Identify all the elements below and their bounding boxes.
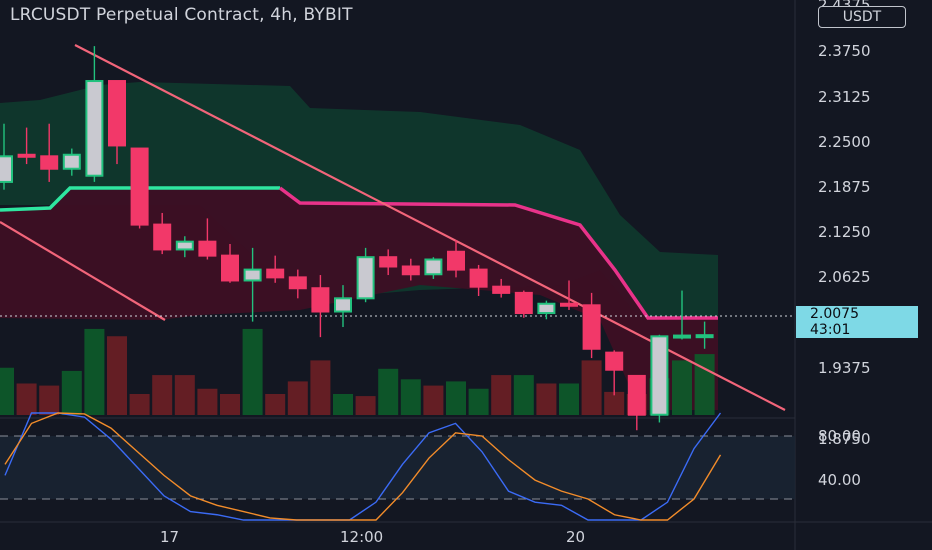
volume-bar <box>287 381 308 415</box>
oscillator-band <box>0 436 795 499</box>
candle-body <box>379 256 398 268</box>
volume-bar <box>152 375 173 415</box>
candle-body <box>17 153 36 158</box>
candle-body <box>288 276 307 290</box>
candle-body <box>85 80 104 177</box>
y-tick-label: 2.3750 <box>818 42 871 60</box>
volume-bar <box>84 328 105 415</box>
candle-body <box>62 153 81 170</box>
volume-bar <box>378 368 399 415</box>
countdown-label: 43:01 <box>810 322 851 338</box>
volume-bar <box>220 394 240 415</box>
candle-body <box>537 302 556 315</box>
candle-body <box>605 351 624 371</box>
y-tick-label: 2.1875 <box>818 178 871 196</box>
band-magenta-line <box>278 186 718 320</box>
candle-body <box>424 258 443 276</box>
volume-bar <box>468 388 489 415</box>
y-tick-label: 2.1250 <box>818 223 871 241</box>
volume-bar <box>672 360 692 415</box>
x-tick-label: 20 <box>566 528 585 546</box>
volume-bar <box>174 375 195 415</box>
volume-bar <box>581 360 602 415</box>
x-tick-label: 12:00 <box>340 528 383 546</box>
currency-button[interactable]: USDT <box>818 6 906 28</box>
volume-bar <box>559 383 579 415</box>
volume-bar <box>423 385 444 415</box>
candle-body <box>175 240 194 251</box>
osc-d-line <box>4 412 722 521</box>
candle-body <box>560 302 578 307</box>
candle-body <box>695 334 714 339</box>
volume-bar <box>197 388 218 415</box>
candle-body <box>492 285 511 294</box>
volume-bar <box>333 394 353 415</box>
y-tick-label: 2.0625 <box>818 268 871 286</box>
chart-title: LRCUSDT Perpetual Contract, 4h, BYBIT <box>10 5 353 25</box>
y-tick-label: 2.3125 <box>818 88 871 106</box>
trendline-lower <box>0 221 166 321</box>
volume-bar <box>536 383 557 415</box>
candle-body <box>469 268 488 288</box>
y-tick-label: 1.8750 <box>818 430 871 448</box>
candle-body <box>266 268 285 279</box>
last-price-tag: 2.0075 43:01 <box>796 306 918 338</box>
y-tick-label: 2.2500 <box>818 133 871 151</box>
volume-bar <box>39 385 60 415</box>
candle-body <box>153 223 172 251</box>
volume-bar <box>400 379 421 415</box>
candle-body <box>40 155 59 170</box>
volume-bar <box>129 394 150 415</box>
volume-bar <box>16 383 37 415</box>
volume-bar <box>242 328 263 415</box>
last-price-label: 2.0075 <box>810 306 859 322</box>
candle-body <box>356 256 375 300</box>
candle-body <box>221 254 239 282</box>
price-axis-bg <box>795 0 932 550</box>
candle-body <box>311 287 330 313</box>
volume-bar <box>491 375 512 415</box>
volume-bar <box>513 375 534 415</box>
volume-bar <box>694 354 715 415</box>
band-green-line <box>0 186 280 212</box>
volume-bar <box>61 370 82 415</box>
candle-body <box>0 155 13 183</box>
y-tick-label: 1.9375 <box>818 359 871 377</box>
volume-bar <box>265 394 286 415</box>
volume-bar <box>446 381 466 415</box>
candle-body <box>627 374 646 416</box>
candle-body <box>650 335 669 416</box>
osc-tick-label: 40.00 <box>818 471 861 489</box>
candle-body <box>673 334 691 339</box>
candle-body <box>130 147 149 226</box>
candle-body <box>108 80 126 147</box>
x-tick-label: 17 <box>160 528 179 546</box>
candle-body <box>447 250 465 271</box>
candle-body <box>514 291 533 315</box>
candle-body <box>334 297 352 313</box>
candle-body <box>243 268 262 282</box>
volume-bar <box>310 360 331 415</box>
candle-body <box>401 265 420 276</box>
candle-body <box>198 240 217 257</box>
volume-bar <box>0 367 14 415</box>
candle-body <box>582 304 601 350</box>
volume-bar <box>107 336 127 415</box>
osc-k-line <box>4 412 722 521</box>
volume-bar <box>355 396 376 415</box>
volume-bar <box>604 391 625 415</box>
osc-tick-label: 80.00 <box>818 427 861 445</box>
